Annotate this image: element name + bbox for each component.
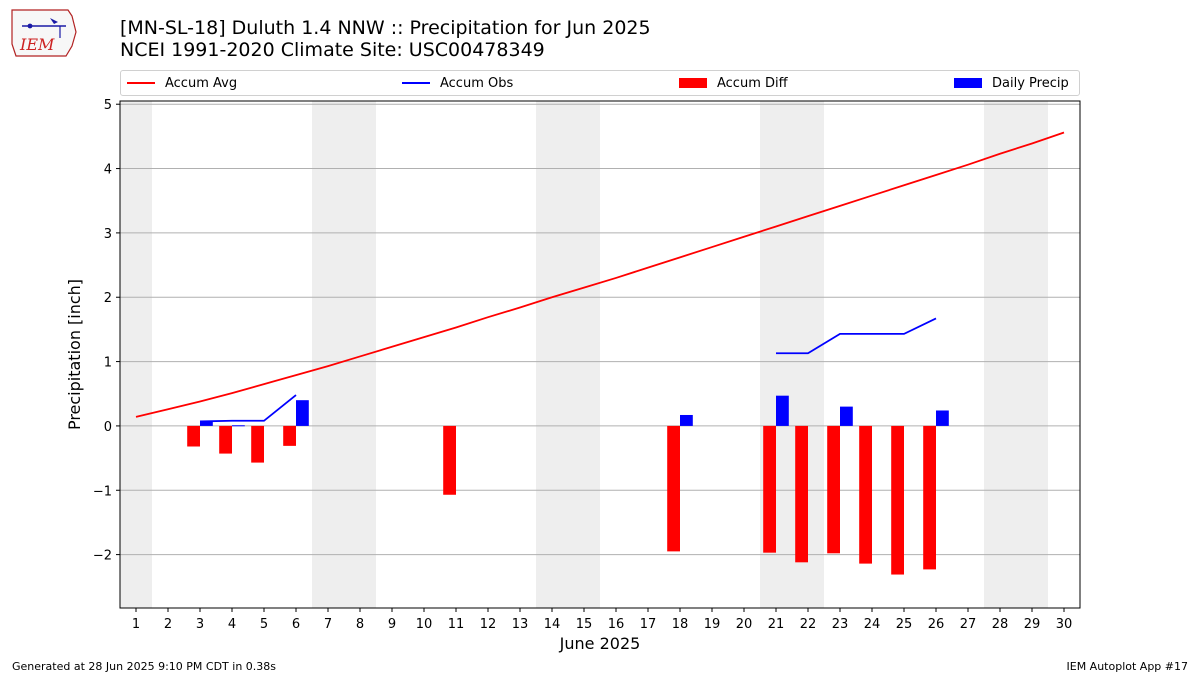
legend-item-accum-diff: Accum Diff xyxy=(679,71,788,95)
y-tick-label: 5 xyxy=(104,98,112,113)
legend: Accum Avg Accum Obs Accum Diff Daily Pre… xyxy=(120,70,1080,96)
weekend-band xyxy=(1016,101,1048,608)
weekend-bands xyxy=(120,101,1048,608)
x-tick-label: 30 xyxy=(1056,617,1073,632)
x-tick-label: 1 xyxy=(132,617,140,632)
legend-label-daily-precip: Daily Precip xyxy=(992,75,1069,91)
logo-text: IEM xyxy=(19,35,55,54)
y-tick-label: 1 xyxy=(104,356,112,371)
legend-swatch-accum-obs xyxy=(402,82,430,84)
legend-label-accum-obs: Accum Obs xyxy=(440,75,514,91)
x-tick-label: 4 xyxy=(228,617,236,632)
axes: 1 2 3 4 5 6 7 8 9 10 11 12 13 14 15 16 17 18 19 20 21 22 23 24 2… xyxy=(93,98,1072,632)
accum-diff-bar xyxy=(795,425,808,563)
x-tick-label: 25 xyxy=(896,617,913,632)
daily-precip-bar xyxy=(232,425,245,427)
x-tick-label: 27 xyxy=(960,617,977,632)
weekend-band xyxy=(568,101,600,608)
x-tick-label: 23 xyxy=(832,617,849,632)
x-tick-label: 10 xyxy=(416,617,433,632)
weekend-band xyxy=(120,101,152,608)
accum-diff-bar xyxy=(251,425,264,463)
x-tick-label: 7 xyxy=(324,617,332,632)
plot-frame xyxy=(119,100,1081,609)
legend-label-accum-diff: Accum Diff xyxy=(717,75,788,91)
daily-precip-bar xyxy=(680,414,693,426)
y-axis-label: Precipitation [inch] xyxy=(65,279,84,430)
accum-diff-bar xyxy=(827,425,840,554)
x-tick-label: 19 xyxy=(704,617,721,632)
x-axis-label: June 2025 xyxy=(559,634,641,653)
accum-diff-bar xyxy=(923,425,936,570)
accum-diff-bar xyxy=(283,425,296,446)
x-tick-label: 16 xyxy=(608,617,625,632)
weekend-band xyxy=(312,101,344,608)
accum-obs-line xyxy=(199,394,297,423)
legend-item-accum-obs: Accum Obs xyxy=(402,71,513,95)
bars xyxy=(187,395,949,575)
daily-precip-bar xyxy=(840,406,853,426)
grid-lines xyxy=(120,103,1080,556)
x-tick-label: 8 xyxy=(356,617,364,632)
x-tick-label: 28 xyxy=(992,617,1009,632)
y-tick-label: 2 xyxy=(104,291,112,306)
x-tick-label: 9 xyxy=(388,617,396,632)
y-tick-label: −2 xyxy=(93,549,112,564)
x-tick-label: 6 xyxy=(292,617,300,632)
daily-precip-bar xyxy=(936,410,949,426)
chart-title: [MN-SL-18] Duluth 1.4 NNW :: Precipitati… xyxy=(120,17,651,39)
lines xyxy=(135,131,1065,423)
footer-generated: Generated at 28 Jun 2025 9:10 PM CDT in … xyxy=(12,660,277,673)
x-tick-label: 15 xyxy=(576,617,593,632)
x-tick-label: 12 xyxy=(480,617,497,632)
x-tick-label: 11 xyxy=(448,617,465,632)
y-tick-label: 3 xyxy=(104,227,112,242)
accum-diff-bar xyxy=(859,425,872,564)
weekend-band xyxy=(536,101,568,608)
x-tick-label: 3 xyxy=(196,617,204,632)
legend-swatch-daily-precip xyxy=(954,78,982,88)
accum-diff-bar xyxy=(763,425,776,553)
iem-logo: IEM xyxy=(8,6,80,60)
x-tick-label: 20 xyxy=(736,617,753,632)
x-tick-label: 24 xyxy=(864,617,881,632)
x-tick-label: 13 xyxy=(512,617,529,632)
y-tick-label: 4 xyxy=(104,163,112,178)
x-tick-label: 5 xyxy=(260,617,268,632)
x-tick-label: 2 xyxy=(164,617,172,632)
legend-item-accum-avg: Accum Avg xyxy=(127,71,237,95)
daily-precip-bar xyxy=(296,400,309,426)
x-tick-label: 18 xyxy=(672,617,689,632)
legend-item-daily-precip: Daily Precip xyxy=(954,71,1069,95)
daily-precip-bar xyxy=(776,395,789,426)
chart-subtitle: NCEI 1991-2020 Climate Site: USC00478349 xyxy=(120,39,545,61)
accum-obs-line xyxy=(776,317,937,355)
x-tick-label: 14 xyxy=(544,617,561,632)
accum-diff-bar xyxy=(667,425,680,552)
x-tick-label: 26 xyxy=(928,617,945,632)
x-tick-label: 29 xyxy=(1024,617,1041,632)
accum-diff-bar xyxy=(187,425,200,447)
x-tick-label: 21 xyxy=(768,617,785,632)
accum-diff-bar xyxy=(443,425,456,495)
footer-app: IEM Autoplot App #17 xyxy=(1066,660,1189,673)
x-tick-label: 17 xyxy=(640,617,657,632)
weekend-band xyxy=(984,101,1016,608)
legend-label-accum-avg: Accum Avg xyxy=(165,75,238,91)
x-tick-label: 22 xyxy=(800,617,817,632)
y-tick-label: −1 xyxy=(93,484,112,499)
legend-swatch-accum-avg xyxy=(127,82,155,84)
accum-avg-line xyxy=(135,131,1065,418)
accum-diff-bar xyxy=(891,425,904,575)
y-tick-label: 0 xyxy=(104,420,112,435)
daily-precip-bar xyxy=(200,421,213,426)
weekend-band xyxy=(344,101,376,608)
accum-diff-bar xyxy=(219,425,232,454)
legend-swatch-accum-diff xyxy=(679,78,707,88)
